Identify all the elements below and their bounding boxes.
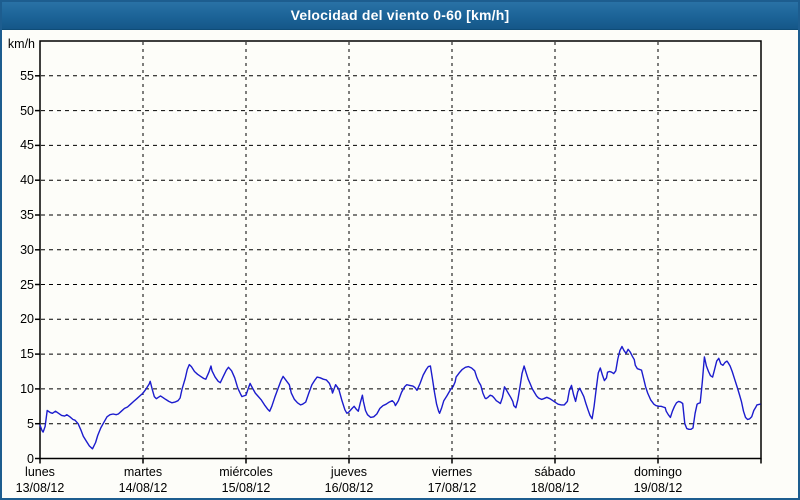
x-axis-day-date: 19/08/12 — [633, 481, 683, 495]
y-axis-tick-label: 20 — [20, 312, 34, 326]
x-axis-day-date: 14/08/12 — [118, 481, 168, 495]
y-axis-tick-label: 25 — [20, 278, 34, 292]
x-axis-day-name: viernes — [431, 465, 473, 479]
x-axis-day-name: sábado — [534, 465, 576, 479]
x-axis-day-date: 13/08/12 — [15, 481, 65, 495]
x-axis-day-name: domingo — [634, 465, 682, 479]
y-axis-tick-label: 35 — [20, 208, 34, 222]
x-axis-day-name: jueves — [330, 465, 368, 479]
wind-speed-series-line — [39, 345, 761, 450]
y-axis-tick-label: 0 — [27, 452, 34, 466]
plot-border — [39, 40, 762, 460]
y-axis-tick-label: 15 — [20, 347, 34, 361]
y-axis-tick-label: 55 — [20, 69, 34, 83]
x-axis-day-date: 15/08/12 — [221, 481, 271, 495]
y-axis-tick-label: 45 — [20, 138, 34, 152]
y-axis-tick-label: 10 — [20, 382, 34, 396]
x-axis-day-date: 18/08/12 — [530, 481, 580, 495]
window-titlebar: Velocidad del viento 0-60 [km/h] — [0, 0, 800, 30]
chart-title: Velocidad del viento 0-60 [km/h] — [290, 6, 510, 23]
y-axis-unit-label: km/h — [7, 37, 35, 51]
x-axis-day-date: 17/08/12 — [427, 481, 477, 495]
y-axis-tick-label: 30 — [20, 243, 34, 257]
x-axis-day-name: miércoles — [219, 465, 273, 479]
y-axis-tick-label: 50 — [20, 104, 34, 118]
y-axis-tick-label: 5 — [27, 417, 34, 431]
x-axis-day-date: 16/08/12 — [324, 481, 374, 495]
x-axis-day-name: lunes — [25, 465, 55, 479]
y-axis-tick-label: 40 — [20, 173, 34, 187]
x-axis-day-name: martes — [123, 465, 163, 479]
